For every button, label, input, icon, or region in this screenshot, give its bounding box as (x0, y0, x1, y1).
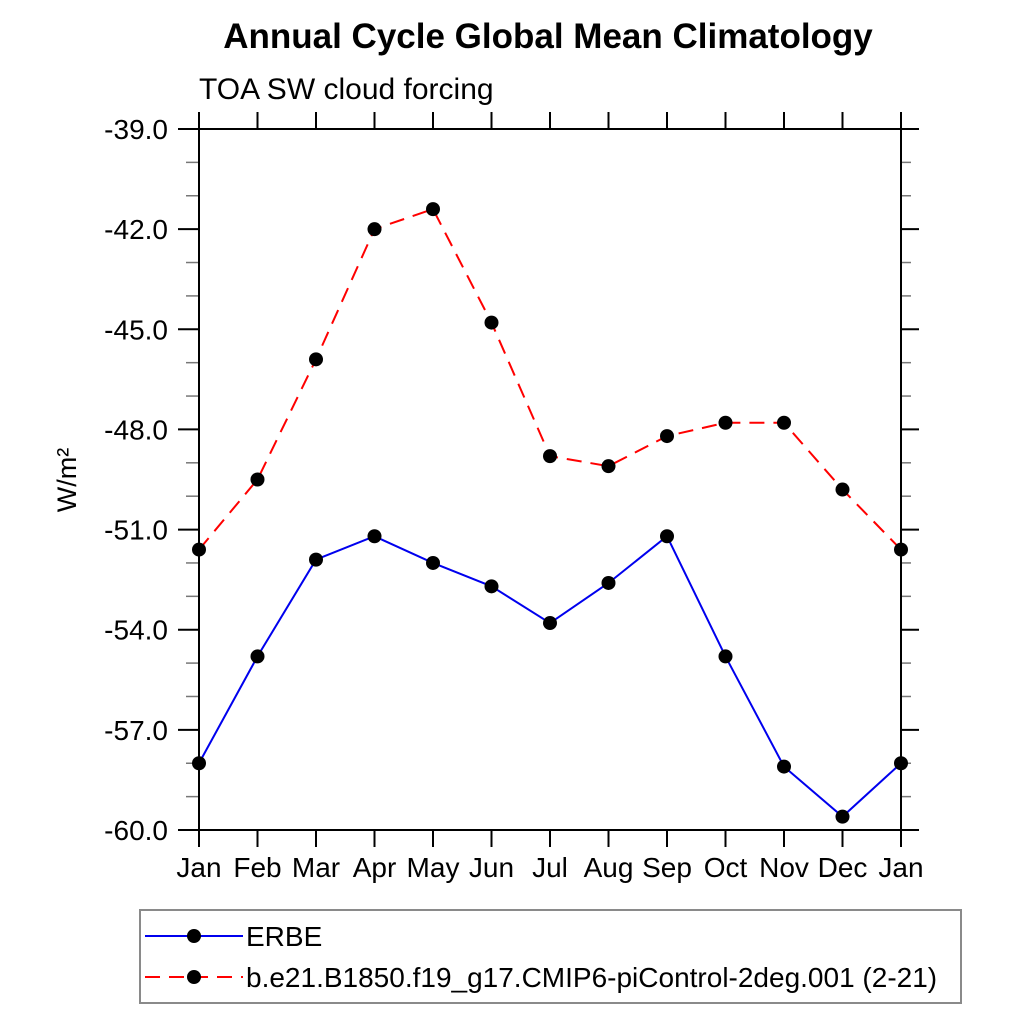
data-point-marker (894, 542, 908, 557)
series-line-0 (198, 534, 902, 818)
y-tick-label: -39.0 (104, 114, 168, 145)
plot-frame (198, 128, 902, 831)
data-point-marker (309, 552, 323, 567)
legend-marker-dot-icon (187, 970, 201, 984)
y-tick-label: -48.0 (104, 414, 168, 445)
data-point-marker (777, 415, 791, 430)
legend-item-model: b.e21.B1850.f19_g17.CMIP6-piControl-2deg… (145, 962, 937, 993)
data-point-marker (250, 649, 265, 664)
data-point-marker (777, 759, 791, 774)
data-point-marker (484, 315, 499, 330)
data-point-marker (835, 482, 850, 497)
y-tick-label: -54.0 (104, 615, 168, 646)
x-tick-label: Nov (759, 852, 809, 883)
chart-title: Annual Cycle Global Mean Climatology (223, 17, 873, 56)
data-point-marker (192, 542, 206, 557)
x-tick-label: May (407, 852, 460, 883)
y-tick-label: -57.0 (104, 715, 168, 746)
x-tick-label: Aug (584, 852, 634, 883)
data-point-marker (426, 202, 440, 217)
x-tick-label: Jan (176, 852, 221, 883)
axes: -39.0 -42.0 -45.0 -48.0 -51.0 -54.0 -57.0 -60.0… (104, 112, 924, 883)
legend: ERBE b.e21.B1850.f19_g17.CMIP6-piControl… (139, 909, 962, 1004)
x-tick-label: Apr (353, 852, 397, 883)
data-point-marker (367, 222, 382, 237)
data-point-marker (894, 756, 908, 771)
x-tick-label: Oct (704, 852, 748, 883)
series-line-1 (198, 207, 902, 551)
data-point-marker (660, 529, 674, 544)
data-point-marker (601, 575, 616, 590)
y-tick-label: -51.0 (104, 515, 168, 546)
data-point-marker (426, 555, 440, 570)
y-axis-label: W/m² (52, 448, 82, 512)
x-tick-label: Sep (642, 852, 692, 883)
data-point-marker (660, 429, 674, 444)
y-tick-label: -60.0 (104, 815, 168, 846)
x-tick-label: Jan (878, 852, 923, 883)
x-tick-label: Dec (818, 852, 868, 883)
data-point-marker (718, 649, 733, 664)
data-point-marker (543, 449, 557, 464)
x-tick-label: Mar (292, 852, 340, 883)
series-layer (192, 202, 908, 824)
legend-label-model: b.e21.B1850.f19_g17.CMIP6-piControl-2deg… (246, 962, 937, 993)
x-tick-label: Jun (469, 852, 514, 883)
y-tick-label: -45.0 (104, 314, 168, 345)
x-tick-label: Jul (532, 852, 568, 883)
legend-marker-dot-icon (187, 929, 201, 943)
data-point-marker (367, 529, 382, 544)
data-point-marker (718, 415, 733, 430)
chart-subtitle: TOA SW cloud forcing (199, 73, 494, 106)
data-point-marker (192, 756, 206, 771)
y-tick-label: -42.0 (104, 214, 168, 245)
legend-box (139, 909, 962, 1004)
data-point-marker (309, 352, 323, 367)
data-point-marker (835, 809, 850, 824)
data-point-marker (601, 459, 616, 474)
x-tick-label: Feb (233, 852, 281, 883)
data-point-marker (250, 472, 265, 487)
data-point-marker (543, 616, 557, 631)
legend-label-erbe: ERBE (246, 921, 322, 952)
data-point-marker (484, 579, 499, 594)
legend-item-erbe: ERBE (145, 921, 322, 952)
